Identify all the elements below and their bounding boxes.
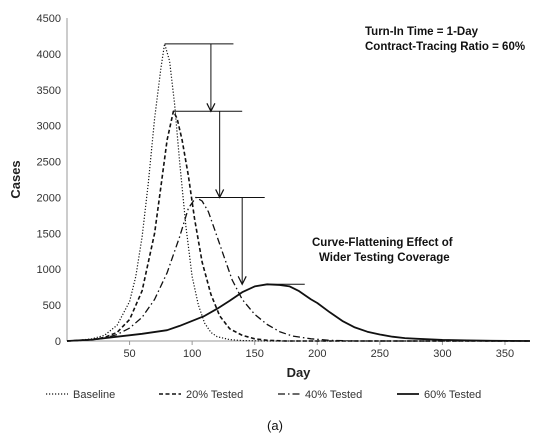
x-tick-label: 300 bbox=[433, 348, 451, 360]
series-line-dashed bbox=[66, 110, 530, 342]
x-tick-label: 150 bbox=[246, 348, 264, 360]
y-tick-label: 2000 bbox=[37, 192, 61, 204]
figure-caption: (a) bbox=[267, 418, 283, 433]
annotation-effect-line1: Curve-Flattening Effect of bbox=[312, 237, 453, 249]
y-tick-label: 4500 bbox=[37, 13, 61, 25]
annotation-turn-in-time: Turn-In Time = 1-Day bbox=[365, 26, 479, 38]
legend-label: 20% Tested bbox=[186, 389, 243, 401]
y-tick-label: 2500 bbox=[37, 157, 61, 169]
y-tick-label: 3500 bbox=[37, 85, 61, 97]
y-tick-label: 0 bbox=[55, 336, 61, 348]
annotation-tracing-ratio: Contract-Tracing Ratio = 60% bbox=[365, 41, 525, 53]
arrow-head bbox=[237, 276, 247, 286]
y-axis-title: Cases bbox=[8, 160, 23, 198]
legend-label: Baseline bbox=[73, 389, 115, 401]
x-tick-label: 50 bbox=[123, 348, 135, 360]
annotation-effect-line2: Wider Testing Coverage bbox=[319, 252, 450, 264]
x-tick-label: 100 bbox=[183, 348, 201, 360]
legend-label: 60% Tested bbox=[424, 389, 481, 401]
series-line-dashdot bbox=[66, 196, 530, 342]
y-tick-label: 500 bbox=[43, 300, 61, 312]
y-tick-label: 4000 bbox=[37, 49, 61, 61]
y-tick-label: 3000 bbox=[37, 121, 61, 133]
y-tick-label: 1500 bbox=[37, 228, 61, 240]
series-line-solid bbox=[66, 283, 531, 342]
x-tick-label: 250 bbox=[371, 348, 389, 360]
x-tick-label: 350 bbox=[496, 348, 514, 360]
x-axis-title: Day bbox=[287, 365, 312, 380]
series-line-dotted bbox=[66, 43, 530, 342]
plot-area: 0 500 1000 1500 2000 2500 3000 3500 4000 4500 50 10… bbox=[8, 13, 531, 433]
y-tick-label: 1000 bbox=[37, 264, 61, 276]
x-tick-label: 200 bbox=[308, 348, 326, 360]
legend-label: 40% Tested bbox=[305, 389, 362, 401]
